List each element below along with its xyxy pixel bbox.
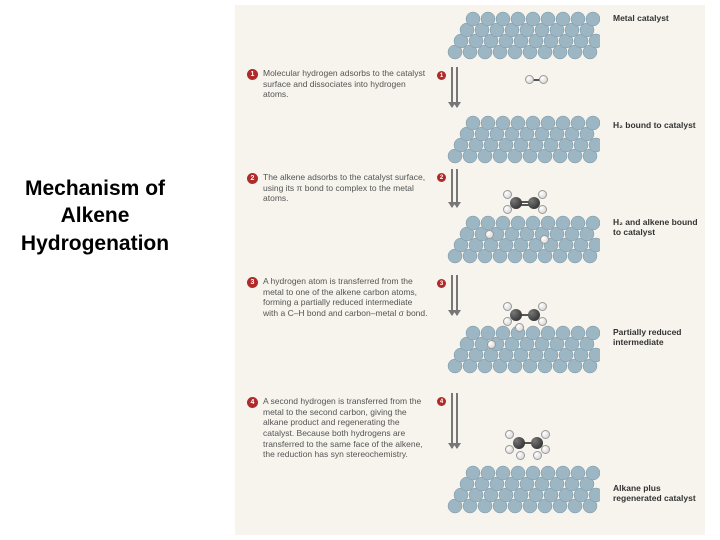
step-num-2: 2 — [251, 175, 255, 182]
arrow-num-1: 1 — [440, 73, 443, 79]
catalyst-surface-4 — [445, 465, 600, 515]
step-text-4: A second hydrogen is transferred from th… — [263, 396, 428, 460]
label-h2-bound: H₂ bound to catalyst — [613, 120, 698, 130]
title-line-3: Hydrogenation — [0, 230, 190, 257]
step-text-1: Molecular hydrogen adsorbs to the cataly… — [263, 68, 428, 100]
arrow-bullet-3: 3 — [437, 279, 446, 288]
arrow-3 — [451, 275, 453, 315]
step-num-3: 3 — [251, 279, 255, 286]
arrow-num-2: 2 — [440, 175, 443, 181]
catalyst-surface-2 — [445, 215, 600, 265]
arrow-4 — [451, 393, 453, 448]
page-title: Mechanism of Alkene Hydrogenation — [0, 175, 190, 257]
step-num-4: 4 — [251, 399, 255, 406]
arrow-bullet-4: 4 — [437, 397, 446, 406]
label-metal-catalyst: Metal catalyst — [613, 13, 698, 23]
arrow-num-3: 3 — [440, 281, 443, 287]
label-h2-alkene-bound: H₂ and alkene bound to catalyst — [613, 217, 698, 237]
label-alkane: Alkane plus regenerated catalyst — [613, 483, 698, 503]
arrow-1 — [451, 67, 453, 107]
step-bullet-2: 2 — [247, 173, 258, 184]
label-partial: Partially reduced intermediate — [613, 327, 698, 347]
step-bullet-1: 1 — [247, 69, 258, 80]
title-line-1: Mechanism of — [0, 175, 190, 202]
arrow-bullet-1: 1 — [437, 71, 446, 80]
title-line-2: Alkene — [0, 202, 190, 229]
catalyst-surface-3 — [445, 325, 600, 375]
arrow-bullet-2: 2 — [437, 173, 446, 182]
step-bullet-3: 3 — [247, 277, 258, 288]
step-text-2: The alkene adsorbs to the catalyst surfa… — [263, 172, 428, 204]
mechanism-figure: Metal catalyst — [235, 5, 705, 535]
step-num-1: 1 — [251, 71, 255, 78]
arrow-num-4: 4 — [440, 399, 443, 405]
step-bullet-4: 4 — [247, 397, 258, 408]
catalyst-surface-1 — [445, 115, 600, 165]
catalyst-surface-0 — [445, 11, 600, 61]
arrow-2 — [451, 169, 453, 207]
step-text-3: A hydrogen atom is transferred from the … — [263, 276, 428, 319]
